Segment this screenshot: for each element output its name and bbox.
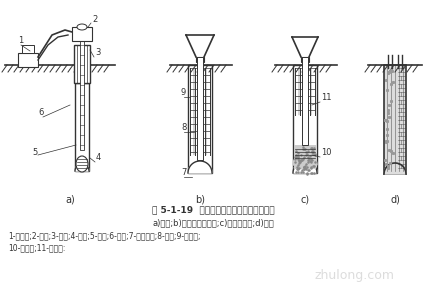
Bar xyxy=(18,53,38,67)
Text: 8: 8 xyxy=(181,123,186,132)
Bar xyxy=(384,65,406,174)
Text: b): b) xyxy=(195,195,205,205)
Polygon shape xyxy=(75,164,89,171)
Text: a)钻孔;b)下钢筋笼及导管;c)灌注混凝土;d)成桩: a)钻孔;b)下钢筋笼及导管;c)灌注混凝土;d)成桩 xyxy=(152,218,274,227)
Text: 10-隔水塞;11-混凝土:: 10-隔水塞;11-混凝土: xyxy=(8,243,65,252)
Bar xyxy=(301,57,309,62)
Text: 4: 4 xyxy=(96,153,101,162)
Bar xyxy=(196,57,204,62)
Bar xyxy=(293,65,317,173)
Text: 2: 2 xyxy=(92,15,97,24)
Text: zhulong.com: zhulong.com xyxy=(315,268,395,282)
Bar xyxy=(75,83,89,171)
Bar xyxy=(294,145,316,169)
Text: 3: 3 xyxy=(95,48,101,57)
Text: 11: 11 xyxy=(321,93,331,102)
Bar xyxy=(22,45,34,53)
Text: 1: 1 xyxy=(18,36,23,45)
Text: 9: 9 xyxy=(181,88,186,97)
Bar xyxy=(197,57,203,160)
Text: 7: 7 xyxy=(181,168,186,177)
Bar xyxy=(74,45,90,83)
Text: 图 5-1-19  泥浆护壁钻孔灌注桩施工顺序图: 图 5-1-19 泥浆护壁钻孔灌注桩施工顺序图 xyxy=(152,205,274,214)
Bar xyxy=(188,65,212,173)
Ellipse shape xyxy=(76,156,88,172)
Text: d): d) xyxy=(390,195,400,205)
Text: c): c) xyxy=(300,195,310,205)
Text: 5: 5 xyxy=(32,148,37,157)
Ellipse shape xyxy=(77,24,87,30)
Bar xyxy=(80,40,84,150)
Polygon shape xyxy=(188,161,212,173)
Bar xyxy=(72,27,92,41)
Text: 10: 10 xyxy=(321,148,331,157)
Text: 1-泥浆泵;2-钻机;3-护筒;4-钻头;5-钻杆;6-泥浆;7-灌注泥浆;8-导管;9-钢筋笼;: 1-泥浆泵;2-钻机;3-护筒;4-钻头;5-钻杆;6-泥浆;7-灌注泥浆;8-… xyxy=(8,231,201,240)
Polygon shape xyxy=(293,153,317,165)
Bar xyxy=(302,57,308,145)
Text: a): a) xyxy=(65,195,75,205)
Text: 6: 6 xyxy=(38,108,43,117)
Polygon shape xyxy=(384,163,406,174)
Polygon shape xyxy=(293,161,317,173)
